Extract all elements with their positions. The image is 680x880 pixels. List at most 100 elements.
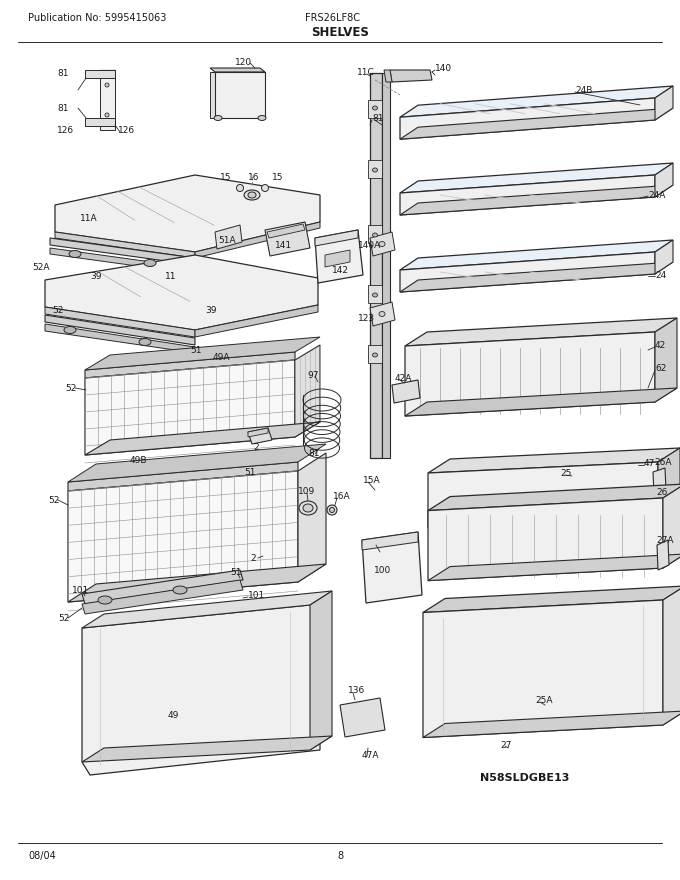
Polygon shape <box>370 73 382 458</box>
Text: 49B: 49B <box>130 456 148 465</box>
Polygon shape <box>195 305 318 337</box>
Polygon shape <box>382 73 390 458</box>
Polygon shape <box>423 600 663 737</box>
Text: 52A: 52A <box>32 262 50 272</box>
Ellipse shape <box>379 241 385 246</box>
Polygon shape <box>85 422 320 455</box>
Polygon shape <box>68 444 326 482</box>
Text: 123: 123 <box>358 313 375 322</box>
Polygon shape <box>82 605 320 775</box>
Text: 49A: 49A <box>213 353 231 362</box>
Text: N58SLDGBE13: N58SLDGBE13 <box>480 773 569 783</box>
Ellipse shape <box>248 192 256 198</box>
Text: 15A: 15A <box>363 475 381 485</box>
Ellipse shape <box>64 326 76 334</box>
Text: 120: 120 <box>235 57 252 67</box>
Text: 51A: 51A <box>218 236 236 245</box>
Polygon shape <box>400 108 673 139</box>
Text: 52: 52 <box>65 384 76 392</box>
Polygon shape <box>45 324 195 353</box>
Polygon shape <box>50 238 195 265</box>
Text: 27: 27 <box>500 740 511 750</box>
Text: 51: 51 <box>230 568 241 576</box>
Ellipse shape <box>373 293 377 297</box>
Polygon shape <box>392 380 420 403</box>
Polygon shape <box>82 736 332 762</box>
Text: 47A: 47A <box>362 751 379 759</box>
Polygon shape <box>85 337 320 370</box>
Polygon shape <box>370 302 395 326</box>
Polygon shape <box>248 428 268 437</box>
Ellipse shape <box>327 505 337 515</box>
Text: 47: 47 <box>644 458 656 467</box>
Text: 126: 126 <box>57 126 74 135</box>
Polygon shape <box>368 100 382 118</box>
Polygon shape <box>658 448 680 517</box>
Text: 2: 2 <box>250 554 256 562</box>
Polygon shape <box>45 255 318 330</box>
Text: 2: 2 <box>253 443 258 451</box>
Ellipse shape <box>373 233 377 237</box>
Polygon shape <box>655 86 673 120</box>
Text: 16: 16 <box>248 172 260 181</box>
Polygon shape <box>82 580 243 614</box>
Polygon shape <box>400 252 655 292</box>
Ellipse shape <box>330 508 335 512</box>
Polygon shape <box>265 222 310 256</box>
Text: 81: 81 <box>308 449 320 458</box>
Text: 52: 52 <box>52 305 63 314</box>
Polygon shape <box>210 72 215 118</box>
Polygon shape <box>663 484 680 568</box>
Text: 11A: 11A <box>80 214 98 223</box>
Text: 24B: 24B <box>575 85 592 94</box>
Text: 62: 62 <box>655 363 666 372</box>
Text: Publication No: 5995415063: Publication No: 5995415063 <box>28 13 167 23</box>
Polygon shape <box>315 230 358 246</box>
Text: 136: 136 <box>348 686 365 694</box>
Polygon shape <box>215 72 265 118</box>
Ellipse shape <box>214 115 222 121</box>
Text: 141: 141 <box>275 240 292 250</box>
Polygon shape <box>405 332 655 416</box>
Text: 52: 52 <box>58 613 69 622</box>
Text: SHELVES: SHELVES <box>311 26 369 39</box>
Polygon shape <box>55 175 320 252</box>
Polygon shape <box>55 232 195 258</box>
Polygon shape <box>368 160 382 178</box>
Text: 25: 25 <box>560 468 571 478</box>
Text: 26: 26 <box>656 488 667 496</box>
Text: 42: 42 <box>655 341 666 349</box>
Ellipse shape <box>303 504 313 512</box>
Text: 101: 101 <box>248 590 265 599</box>
Polygon shape <box>68 462 298 491</box>
Polygon shape <box>195 222 320 258</box>
Polygon shape <box>362 532 422 603</box>
Polygon shape <box>423 711 680 737</box>
Ellipse shape <box>373 353 377 357</box>
Polygon shape <box>400 185 673 215</box>
Text: 81: 81 <box>57 69 69 77</box>
Polygon shape <box>50 248 195 274</box>
Polygon shape <box>653 468 666 494</box>
Text: 126: 126 <box>118 126 135 135</box>
Polygon shape <box>85 352 295 378</box>
Ellipse shape <box>258 115 266 121</box>
Ellipse shape <box>373 106 377 110</box>
Polygon shape <box>85 70 115 78</box>
Polygon shape <box>655 318 677 402</box>
Text: 101: 101 <box>72 585 89 595</box>
Polygon shape <box>428 554 680 581</box>
Ellipse shape <box>105 83 109 87</box>
Text: 97: 97 <box>307 370 318 379</box>
Ellipse shape <box>144 260 156 267</box>
Polygon shape <box>368 345 382 363</box>
Text: 52: 52 <box>48 495 59 504</box>
Text: 49: 49 <box>168 710 180 720</box>
Text: 26A: 26A <box>654 458 671 466</box>
Ellipse shape <box>262 185 269 192</box>
Polygon shape <box>400 86 673 117</box>
Text: 140: 140 <box>435 63 452 72</box>
Polygon shape <box>295 345 320 437</box>
Text: 11C: 11C <box>357 68 375 77</box>
Polygon shape <box>368 285 382 303</box>
